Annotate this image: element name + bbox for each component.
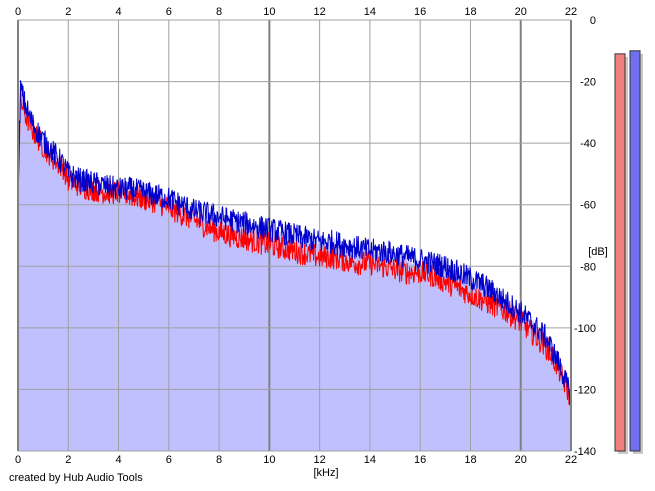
y-tick-label: -80 — [580, 261, 596, 273]
x-tick-label-bottom: 22 — [565, 454, 577, 466]
x-tick-label-bottom: 14 — [364, 454, 376, 466]
x-tick-label-bottom: 18 — [464, 454, 476, 466]
y-tick-label: -100 — [574, 323, 596, 335]
x-tick-label-top: 8 — [216, 6, 222, 18]
x-tick-label-top: 16 — [414, 6, 426, 18]
spectrum-fill-area — [18, 85, 571, 451]
x-tick-label-bottom: 2 — [65, 454, 71, 466]
plot-frame — [17, 20, 572, 451]
x-tick-label-top: 18 — [464, 6, 476, 18]
x-tick-label-top: 14 — [364, 6, 376, 18]
x-tick-label-top: 4 — [115, 6, 121, 18]
y-tick-label: -60 — [580, 200, 596, 212]
x-tick-label-bottom: 10 — [263, 454, 275, 466]
x-tick-label-top: 0 — [15, 6, 21, 18]
y-tick-label: -40 — [580, 138, 596, 150]
x-tick-label-top: 22 — [565, 6, 577, 18]
x-tick-label-top: 10 — [263, 6, 275, 18]
x-tick-label-top: 2 — [65, 6, 71, 18]
y-axis-label: [dB] — [588, 246, 608, 258]
series-group — [17, 80, 572, 408]
x-tick-label-bottom: 6 — [166, 454, 172, 466]
level-meters — [614, 50, 643, 455]
x-tick-label-top: 20 — [515, 6, 527, 18]
x-tick-label-bottom: 8 — [216, 454, 222, 466]
y-tick-label: -20 — [580, 77, 596, 89]
x-tick-labels-top: 0 2 4 6 8 10 12 14 16 18 20 22 — [15, 6, 577, 18]
series-blue-line — [17, 80, 572, 406]
x-tick-label-bottom: 20 — [515, 454, 527, 466]
x-tick-labels-bottom: 0 2 4 6 8 10 12 14 16 18 20 22 — [15, 454, 577, 466]
spectrum-fill — [18, 85, 571, 451]
level-meter-bar — [614, 53, 626, 452]
y-tick-label: 0 — [590, 15, 596, 27]
credit-text: created by Hub Audio Tools — [9, 472, 143, 484]
x-axis-label: [kHz] — [313, 467, 338, 479]
y-tick-label: -140 — [574, 446, 596, 458]
x-tick-label-bottom: 12 — [314, 454, 326, 466]
y-tick-labels: 0 -20 -40 -60 -80 -100 -120 -140 — [574, 15, 596, 458]
x-tick-label-top: 6 — [166, 6, 172, 18]
y-tick-label: -120 — [574, 384, 596, 396]
x-tick-label-bottom: 16 — [414, 454, 426, 466]
x-tick-label-top: 12 — [314, 6, 326, 18]
level-meter-bar — [629, 50, 641, 452]
grid — [17, 19, 572, 452]
x-tick-label-bottom: 4 — [115, 454, 121, 466]
x-tick-label-bottom: 0 — [15, 454, 21, 466]
